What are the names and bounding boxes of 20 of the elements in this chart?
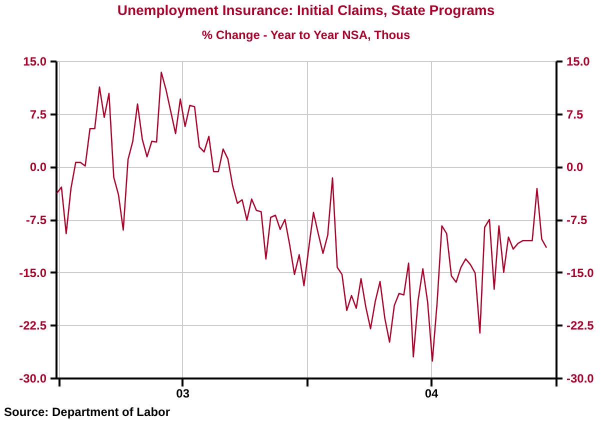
y-tick-label: -7.5 xyxy=(26,213,47,227)
y2-tick-label: 7.5 xyxy=(566,107,584,122)
y2-tick-label: -7.5 xyxy=(566,213,588,227)
y-tick-label: 15.0 xyxy=(23,54,47,68)
y-tick-label: -22.5 xyxy=(19,318,47,333)
y2-tick-label: -15.0 xyxy=(566,266,594,280)
line-series xyxy=(56,72,548,362)
x-tick-label: 03 xyxy=(176,386,190,400)
y2-tick-label: -30.0 xyxy=(566,372,594,386)
y-tick-label: -15.0 xyxy=(19,266,47,280)
source-note: Source: Department of Labor xyxy=(4,405,170,419)
y2-tick-label: -22.5 xyxy=(566,318,594,333)
chart-subtitle: % Change - Year to Year NSA, Thous xyxy=(202,28,410,42)
x-tick-label: 04 xyxy=(424,386,438,400)
chart-title: Unemployment Insurance: Initial Claims, State Programs xyxy=(117,2,495,18)
y-tick-label: -30.0 xyxy=(19,372,47,386)
y2-tick-label: 0.0 xyxy=(566,160,584,174)
y-tick-label: 0.0 xyxy=(30,160,47,174)
y2-tick-label: 15.0 xyxy=(566,54,590,68)
y-tick-label: 7.5 xyxy=(30,107,47,122)
